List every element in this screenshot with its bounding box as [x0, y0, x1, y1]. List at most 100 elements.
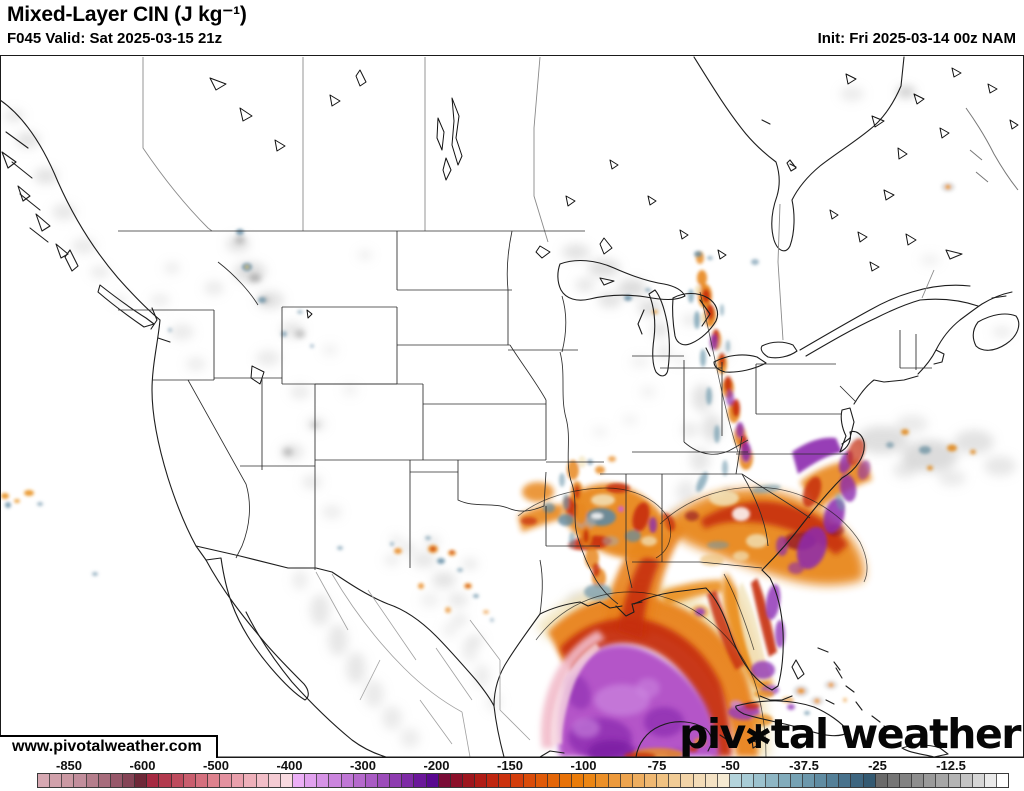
colorbar-tick-label: -300 — [349, 758, 377, 773]
colorbar-cell — [560, 774, 573, 787]
colorbar-cell — [195, 774, 208, 787]
colorbar-cell — [450, 774, 463, 787]
province-borders-group — [142, 56, 935, 341]
colorbar-tick-label: -850 — [55, 758, 83, 773]
colorbar-cell — [50, 774, 63, 787]
colorbar-cell — [292, 774, 306, 787]
colorbar-cell — [280, 774, 293, 787]
colorbar-cell — [511, 774, 524, 787]
colorbar-cell — [329, 774, 342, 787]
colorbar-cell — [754, 774, 767, 787]
colorbar-cell — [815, 774, 828, 787]
colorbar-cell — [207, 774, 221, 787]
colorbar-cell — [972, 774, 985, 787]
colorbar-cell — [851, 774, 864, 787]
brand-prefix: piv — [679, 710, 746, 758]
colorbar-cell — [742, 774, 755, 787]
colorbar-cell — [135, 774, 148, 787]
colorbar-cell — [572, 774, 585, 787]
colorbar-cell — [365, 774, 378, 787]
far-coast-group — [965, 107, 1019, 191]
colorbar-cell — [402, 774, 415, 787]
colorbar-cell — [462, 774, 476, 787]
colorbar-cell — [171, 774, 184, 787]
colorbar-tick-label: -75 — [647, 758, 667, 773]
colorbar-cell — [790, 774, 803, 787]
colorbar-tick-label: -37.5 — [789, 758, 819, 773]
colorbar-cell — [936, 774, 949, 787]
colorbar-cell — [645, 774, 658, 787]
brand-suffix: tal weather — [770, 710, 1022, 758]
colorbar-tick-label: -50 — [721, 758, 740, 773]
colorbar-cell — [220, 774, 233, 787]
colorbar-cell — [62, 774, 75, 787]
colorbar-cell — [657, 774, 670, 787]
colorbar-cell — [960, 774, 973, 787]
terrain-shading-group — [4, 87, 1016, 748]
colorbar-cell — [766, 774, 779, 787]
colorbar-cell — [730, 774, 743, 787]
colorbar-cell — [268, 774, 281, 787]
colorbar-cell — [535, 774, 548, 787]
colorbar-cell — [305, 774, 318, 787]
colorbar-cell — [122, 774, 136, 787]
colorbar-cell — [717, 774, 731, 787]
colorbar-tick-label: -25 — [868, 758, 887, 773]
colorbar-cell — [487, 774, 500, 787]
colorbar-cell — [705, 774, 718, 787]
colorbar-cell — [997, 774, 1009, 787]
colorbar-cell — [244, 774, 257, 787]
colorbar-cell — [98, 774, 111, 787]
init-time: Init: Fri 2025-03-14 00z NAM — [817, 30, 1016, 47]
colorbar-cell — [924, 774, 937, 787]
colorbar-cell — [547, 774, 561, 787]
colorbar-cells — [37, 773, 1009, 788]
colorbar-cell — [899, 774, 913, 787]
colorbar-cell — [377, 774, 391, 787]
colorbar-cell — [232, 774, 245, 787]
colorbar-cell — [863, 774, 876, 787]
colorbar-tick-label: -600 — [129, 758, 156, 773]
brand-star-icon: ✱ — [744, 718, 772, 756]
colorbar-cell — [948, 774, 961, 787]
colorbar-cell — [426, 774, 439, 787]
colorbar-cell — [681, 774, 694, 787]
colorbar-tick-label: -100 — [570, 758, 597, 773]
colorbar-tick-label: -200 — [423, 758, 450, 773]
coastlines-group — [0, 56, 1020, 758]
cin-field-group — [1, 182, 976, 764]
colorbar-tick-label: -500 — [202, 758, 230, 773]
colorbar-cell — [353, 774, 366, 787]
colorbar-cell — [499, 774, 512, 787]
colorbar-cell — [693, 774, 706, 787]
url-watermark[interactable]: www.pivotalweather.com — [0, 735, 218, 758]
colorbar-cell — [183, 774, 196, 787]
colorbar-cell — [110, 774, 123, 787]
colorbar-cell — [827, 774, 840, 787]
colorbar-cell — [887, 774, 900, 787]
colorbar-cell — [584, 774, 597, 787]
brand-watermark: piv✱tal weather — [679, 710, 1022, 758]
colorbar-cell — [778, 774, 791, 787]
colorbar-cell — [875, 774, 888, 787]
colorbar-cell — [839, 774, 852, 787]
colorbar-cell — [38, 774, 51, 787]
colorbar-cell — [802, 774, 815, 787]
colorbar-cell — [620, 774, 633, 787]
lakes-group — [209, 67, 1019, 385]
header-bar: Mixed-Layer CIN (J kg⁻¹) F045 Valid: Sat… — [0, 0, 1024, 55]
colorbar-labels: -850 -600 -500 -400 -300 -200 -150 -100 -75 -50 -3… — [0, 758, 1024, 773]
colorbar-cell — [596, 774, 609, 787]
colorbar-cell — [669, 774, 682, 787]
colorbar-cell — [438, 774, 451, 787]
colorbar-cell — [147, 774, 160, 787]
map-frame — [0, 55, 1024, 758]
valid-time: F045 Valid: Sat 2025-03-15 21z — [7, 30, 223, 47]
contour-lines-group — [517, 291, 868, 758]
colorbar-tick-label: -400 — [276, 758, 303, 773]
page-title: Mixed-Layer CIN (J kg⁻¹) — [7, 3, 247, 26]
colorbar-cell — [86, 774, 99, 787]
colorbar-tick-label: -150 — [496, 758, 524, 773]
